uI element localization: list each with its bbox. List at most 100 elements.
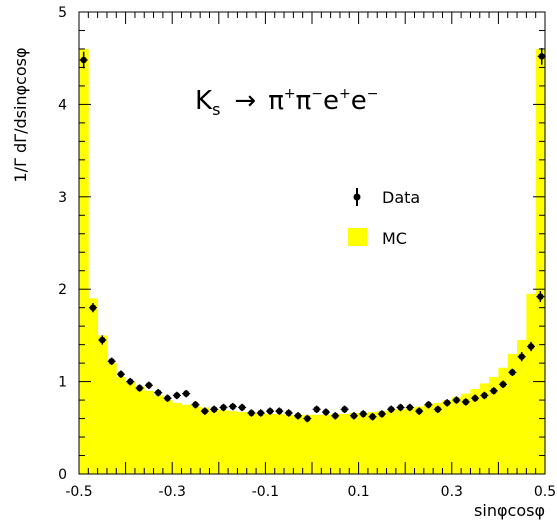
- data-point: [480, 391, 489, 400]
- mc-bar: [181, 404, 192, 474]
- x-tick-label: -0.1: [252, 484, 279, 500]
- mc-bar: [106, 363, 117, 474]
- data-point: [471, 394, 480, 402]
- y-tick-label: 4: [58, 97, 67, 113]
- x-tick-label: 0.5: [534, 484, 556, 500]
- svg-text:Ks→π+π−e+e−: Ks → π+π−e+e−: [195, 86, 378, 119]
- data-point: [527, 341, 536, 352]
- mc-bar: [153, 395, 164, 474]
- mc-bar: [256, 413, 266, 474]
- x-tick-label: 0.3: [441, 484, 463, 500]
- mc-bar: [88, 298, 99, 474]
- mc-bar: [302, 414, 313, 474]
- data-point: [98, 335, 107, 345]
- mc-bar: [246, 413, 257, 474]
- mc-bar: [535, 48, 546, 475]
- data-point: [489, 387, 498, 395]
- mc-bar: [116, 376, 126, 474]
- data-point: [210, 405, 219, 414]
- data-point: [387, 405, 396, 414]
- mc-bar: [395, 409, 406, 474]
- decay-annotation: Ks → π+π−e+e−: [195, 86, 378, 119]
- mc-bar: [405, 407, 415, 474]
- mc-bar: [423, 404, 434, 474]
- data-point: [312, 405, 321, 414]
- data-point: [415, 407, 424, 415]
- mc-bar: [125, 381, 136, 474]
- mc-bar: [172, 402, 182, 474]
- data-point: [172, 391, 181, 400]
- mc-bar: [218, 410, 229, 474]
- mc-bar: [312, 414, 322, 474]
- legend-mc-swatch: [348, 228, 367, 246]
- mc-bar: [274, 413, 285, 474]
- mc-histogram: [79, 48, 546, 475]
- mc-bar: [349, 413, 359, 474]
- data-point: [517, 352, 526, 362]
- y-tick-label: 1: [58, 375, 67, 391]
- mc-bar: [517, 340, 527, 474]
- mc-bar: [461, 393, 471, 474]
- data-point: [107, 357, 116, 365]
- data-point: [331, 412, 340, 420]
- data-point: [116, 370, 125, 378]
- mc-bar: [451, 397, 462, 474]
- data-point: [433, 405, 442, 414]
- mc-bar: [339, 413, 350, 474]
- data-point: [247, 409, 256, 417]
- data-point: [256, 409, 265, 417]
- mc-bar: [433, 402, 443, 474]
- x-axis-title: sinφcosφ: [474, 501, 545, 520]
- mc-bar: [498, 367, 509, 474]
- data-point: [377, 410, 386, 418]
- mc-bar: [228, 411, 238, 474]
- data-point: [275, 407, 284, 415]
- data-point: [461, 398, 470, 406]
- data-point: [88, 303, 97, 313]
- mc-bar: [526, 293, 537, 474]
- mc-bar: [414, 406, 425, 474]
- tick-labels: -0.5 -0.3 -0.1 0.1 0.3 0.5 0 1 2 3 4 5: [58, 5, 556, 500]
- data-point: [126, 377, 135, 386]
- legend-data-label: Data: [382, 188, 420, 207]
- data-point: [340, 405, 349, 414]
- data-point: [200, 407, 209, 415]
- mc-bar: [330, 413, 341, 474]
- data-point: [191, 401, 200, 409]
- axis-ticks: [78, 11, 546, 475]
- data-point: [163, 394, 172, 402]
- mc-bar: [358, 413, 369, 474]
- data-point: [154, 388, 163, 397]
- mc-bar: [265, 413, 276, 474]
- mc-bar: [479, 383, 490, 474]
- x-tick-label: -0.3: [159, 484, 186, 500]
- mc-bar: [367, 412, 378, 474]
- data-point: [135, 384, 144, 392]
- mc-bar: [489, 376, 499, 474]
- data-point: [536, 291, 545, 303]
- data-point: [349, 412, 358, 420]
- data-point: [294, 412, 303, 420]
- x-tick-label: -0.5: [65, 484, 92, 500]
- y-tick-label: 5: [58, 5, 67, 21]
- mc-bar: [144, 390, 154, 474]
- mc-bar: [377, 411, 387, 474]
- data-point: [424, 401, 433, 409]
- data-point: [359, 410, 368, 418]
- data-point: [238, 403, 247, 412]
- x-tick-label: 0.1: [347, 484, 369, 500]
- mc-bar: [507, 353, 518, 474]
- mc-bar: [134, 386, 145, 474]
- y-axis-title: 1/Γ dΓ/dsinφcosφ: [11, 47, 30, 182]
- data-point: [321, 408, 330, 416]
- mc-bar: [470, 388, 481, 474]
- data-point: [79, 51, 88, 69]
- data-point: [219, 403, 228, 412]
- data-point: [182, 389, 191, 398]
- mc-bar: [162, 400, 173, 474]
- mc-bar: [284, 414, 294, 474]
- data-points: [79, 48, 546, 423]
- data-point: [405, 403, 414, 412]
- mc-bar: [190, 406, 201, 474]
